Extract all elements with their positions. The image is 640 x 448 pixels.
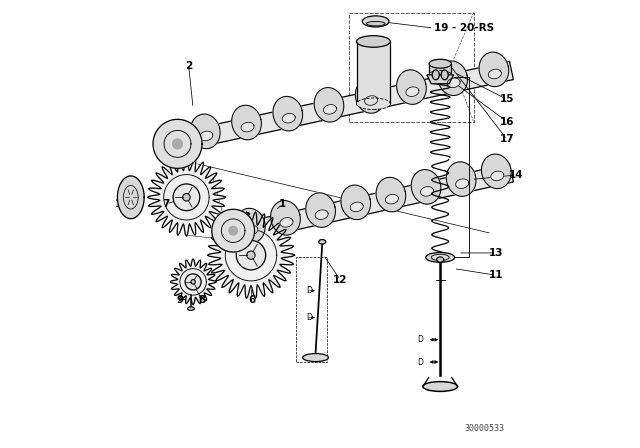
Ellipse shape [431, 254, 449, 260]
Text: 6: 6 [249, 295, 256, 305]
Text: 19 - 20-RS: 19 - 20-RS [433, 23, 493, 33]
Text: 7: 7 [163, 199, 170, 209]
Ellipse shape [429, 59, 451, 68]
Polygon shape [438, 61, 467, 95]
FancyBboxPatch shape [356, 42, 390, 104]
Text: 8: 8 [198, 295, 205, 305]
Text: 10: 10 [115, 199, 129, 209]
Polygon shape [412, 170, 441, 204]
Text: 12: 12 [333, 275, 348, 284]
Polygon shape [117, 176, 144, 219]
Ellipse shape [319, 240, 326, 244]
Circle shape [236, 241, 266, 270]
Polygon shape [227, 164, 513, 244]
Circle shape [182, 194, 190, 201]
Ellipse shape [436, 257, 444, 262]
Polygon shape [232, 105, 261, 140]
Text: 14: 14 [509, 170, 524, 180]
Polygon shape [341, 185, 371, 220]
Polygon shape [245, 225, 258, 235]
Polygon shape [323, 104, 337, 114]
Text: 2: 2 [185, 61, 192, 71]
Text: 16: 16 [500, 116, 515, 127]
Polygon shape [170, 259, 216, 305]
Text: 17: 17 [500, 134, 515, 144]
Text: 4: 4 [236, 212, 244, 222]
Ellipse shape [429, 70, 451, 79]
Circle shape [173, 184, 200, 211]
Polygon shape [200, 131, 213, 141]
Polygon shape [282, 113, 295, 123]
Polygon shape [481, 154, 511, 189]
Polygon shape [491, 171, 504, 181]
Ellipse shape [432, 70, 439, 80]
Ellipse shape [356, 98, 390, 110]
Polygon shape [406, 87, 419, 96]
Text: D: D [417, 358, 423, 366]
Ellipse shape [423, 382, 458, 392]
Text: 13: 13 [488, 248, 503, 258]
Polygon shape [420, 187, 433, 196]
Circle shape [229, 226, 237, 235]
Ellipse shape [188, 307, 194, 310]
Polygon shape [153, 119, 202, 168]
Text: D: D [417, 335, 423, 344]
Polygon shape [314, 87, 344, 122]
Polygon shape [271, 201, 300, 235]
Text: 9: 9 [176, 295, 183, 305]
Polygon shape [241, 122, 254, 132]
Polygon shape [479, 52, 509, 86]
Circle shape [191, 280, 195, 284]
Text: 18: 18 [364, 90, 378, 100]
Text: 3: 3 [243, 212, 250, 222]
Text: 30000533: 30000533 [465, 424, 505, 433]
Polygon shape [355, 79, 385, 113]
Polygon shape [147, 158, 225, 236]
Polygon shape [212, 209, 255, 252]
Polygon shape [273, 96, 303, 131]
Polygon shape [178, 61, 513, 151]
Polygon shape [350, 202, 364, 212]
Polygon shape [236, 208, 265, 243]
Polygon shape [397, 70, 426, 104]
Polygon shape [456, 179, 468, 189]
Text: 1: 1 [278, 199, 286, 209]
Polygon shape [315, 210, 328, 220]
Text: 15: 15 [500, 95, 515, 104]
Polygon shape [280, 218, 293, 227]
Circle shape [173, 139, 182, 149]
Text: D: D [306, 313, 312, 322]
Polygon shape [191, 114, 220, 149]
Text: 5: 5 [230, 212, 237, 222]
Text: D: D [306, 286, 312, 295]
Polygon shape [488, 69, 501, 79]
Ellipse shape [426, 253, 454, 262]
Polygon shape [376, 177, 406, 212]
Polygon shape [446, 162, 476, 196]
Polygon shape [427, 75, 454, 84]
Ellipse shape [356, 36, 390, 47]
Polygon shape [207, 212, 294, 298]
Circle shape [247, 251, 255, 259]
Polygon shape [306, 193, 335, 227]
FancyBboxPatch shape [429, 64, 451, 75]
Ellipse shape [366, 22, 385, 26]
Ellipse shape [362, 16, 389, 27]
Circle shape [185, 274, 201, 290]
Text: 11: 11 [488, 270, 503, 280]
Ellipse shape [303, 353, 328, 362]
Ellipse shape [441, 70, 448, 80]
Polygon shape [365, 96, 378, 105]
Polygon shape [385, 194, 399, 204]
Polygon shape [447, 78, 460, 88]
